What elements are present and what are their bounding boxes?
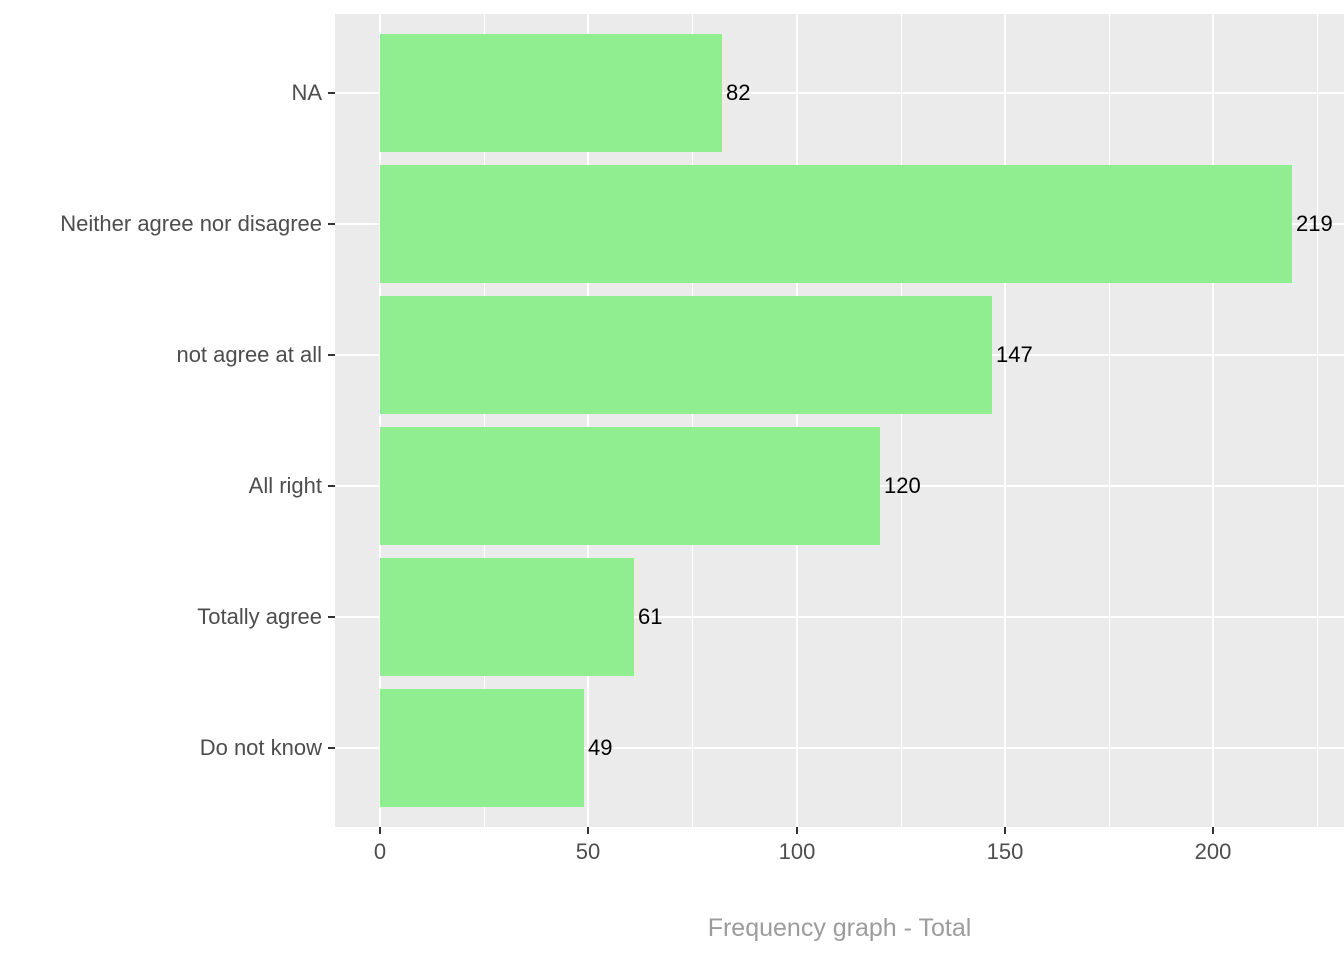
y-tick-mark [328, 747, 335, 749]
y-tick-mark [328, 354, 335, 356]
x-axis-title: Frequency graph - Total [707, 914, 972, 942]
gridline-y-major [335, 92, 1344, 94]
gridline-x-major [587, 14, 589, 827]
x-tick-label: 50 [575, 839, 601, 864]
bar-value-label: 219 [1296, 211, 1333, 236]
bar-value-label: 82 [726, 80, 751, 105]
gridline-x-minor [692, 14, 693, 827]
gridline-x-major [796, 14, 798, 827]
bar [380, 165, 1292, 283]
gridline-x-minor [1317, 14, 1318, 827]
y-tick-label: Totally agree [197, 604, 322, 629]
y-tick-mark [328, 485, 335, 487]
y-tick-mark [328, 223, 335, 225]
x-tick-mark [379, 827, 381, 834]
bar [380, 427, 880, 545]
y-tick-label: Neither agree nor disagree [60, 211, 322, 236]
x-tick-mark [1212, 827, 1214, 834]
bar [380, 296, 992, 414]
gridline-x-minor [1109, 14, 1110, 827]
bar [380, 558, 634, 676]
gridline-y-major [335, 616, 1344, 618]
bar [380, 689, 584, 807]
x-tick-mark [1004, 827, 1006, 834]
gridline-x-major [1004, 14, 1006, 827]
gridline-x-minor [484, 14, 485, 827]
bar-value-label: 120 [884, 473, 921, 498]
x-tick-label: 150 [986, 839, 1024, 864]
x-tick-label: 0 [373, 839, 387, 864]
x-tick-mark [796, 827, 798, 834]
y-tick-label: All right [248, 473, 322, 498]
gridline-x-major [379, 14, 381, 827]
bar [380, 34, 722, 152]
gridline-x-major [1212, 14, 1214, 827]
y-tick-label: NA [291, 80, 322, 105]
gridline-y-major [335, 747, 1344, 749]
y-tick-mark [328, 616, 335, 618]
bar-value-label: 147 [996, 342, 1033, 367]
bar-value-label: 49 [588, 735, 613, 760]
gridline-x-minor [901, 14, 902, 827]
plot-panel: 82 219 147 120 61 49 [335, 14, 1344, 827]
bar-value-label: 61 [638, 604, 663, 629]
y-tick-label: not agree at all [176, 342, 322, 367]
x-tick-mark [587, 827, 589, 834]
y-tick-mark [328, 92, 335, 94]
y-tick-label: Do not know [199, 735, 322, 760]
x-tick-label: 200 [1194, 839, 1232, 864]
x-tick-label: 100 [778, 839, 816, 864]
